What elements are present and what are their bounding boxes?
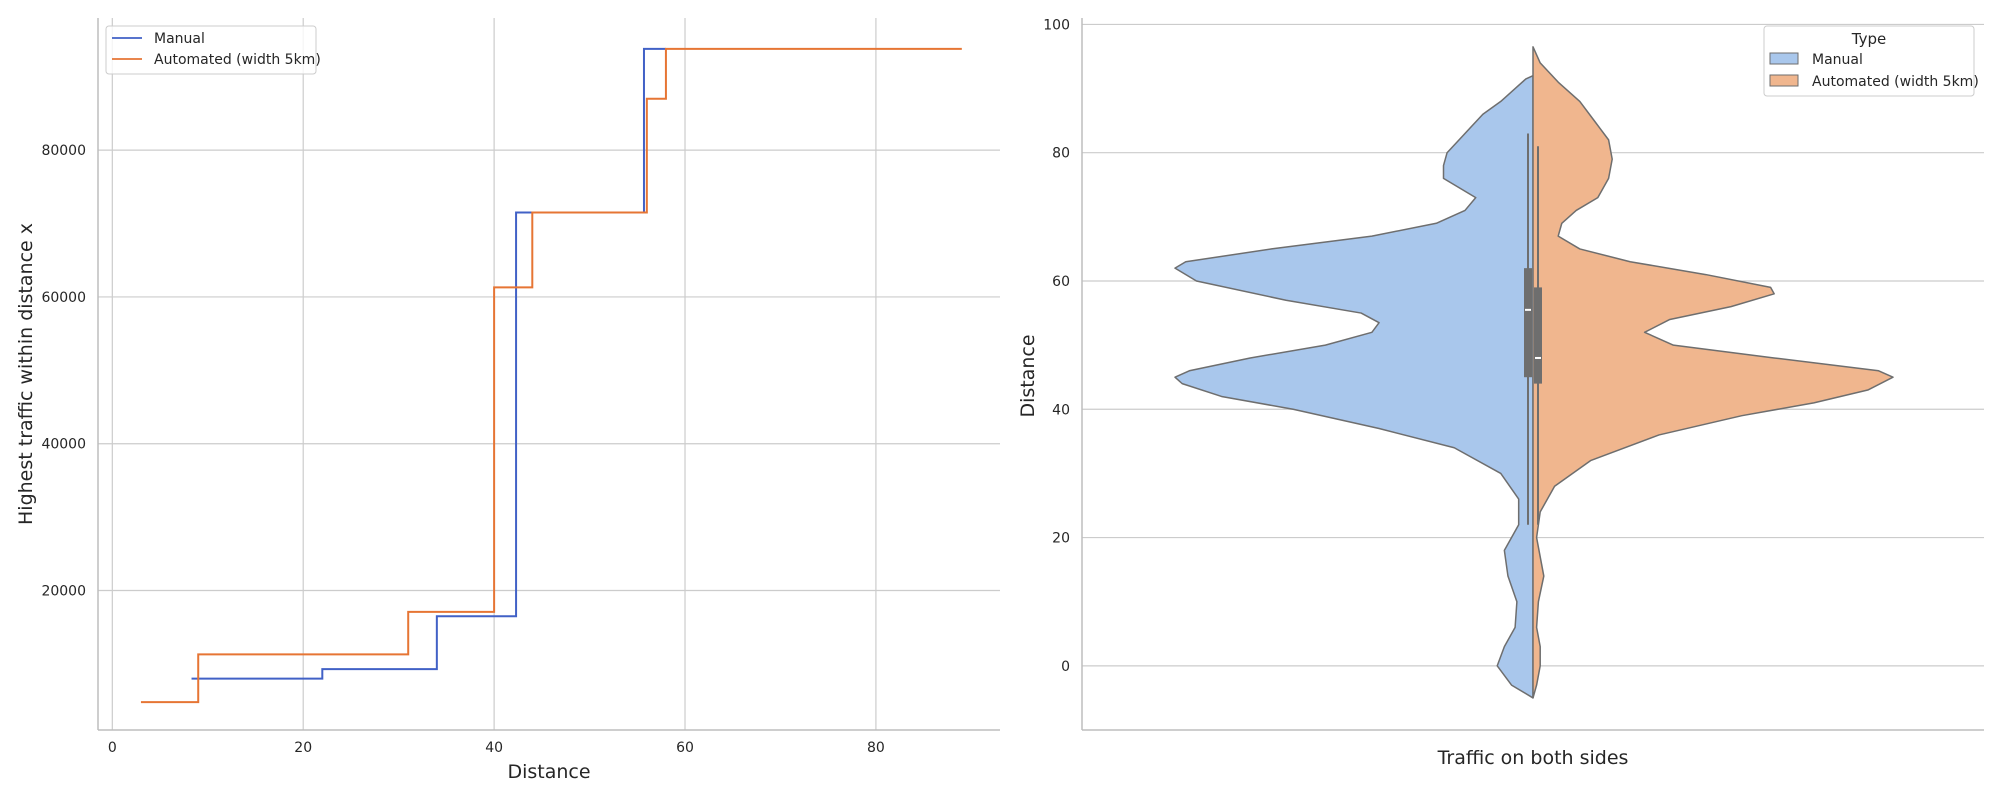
- right-legend-box: [1763, 25, 1975, 97]
- left-series-group: [140, 47, 962, 704]
- left-y-tick-label: 80000: [41, 143, 86, 159]
- series-line-automated: [140, 47, 962, 704]
- legend-label-automated: Automated (width 5km): [154, 52, 321, 68]
- left-y-tick-label: 60000: [41, 290, 86, 306]
- left-tick-labels: 0 20 40 60 80 20000 40000 60000 80000: [41, 143, 884, 756]
- left-x-tick-label: 40: [485, 740, 503, 756]
- right-y-tick-label: 20: [1052, 531, 1070, 547]
- legend-title: Type: [1851, 30, 1886, 48]
- right-y-tick-label: 40: [1052, 402, 1070, 418]
- legend-label-manual: Manual: [154, 31, 205, 47]
- right-y-tick-label: 0: [1061, 659, 1070, 675]
- left-spines: [97, 18, 1000, 731]
- left-x-tick-label: 20: [294, 740, 312, 756]
- left-x-tick-label: 0: [108, 740, 117, 756]
- right-y-tick-label: 60: [1052, 274, 1070, 290]
- step-chart-panel: 0 20 40 60 80 20000 40000 60000 80000 Distance H…: [15, 18, 1000, 783]
- violin-chart-panel: 0 20 40 60 80 100 Traffic on both sides Dista…: [1017, 17, 1984, 769]
- left-legend-box: [105, 25, 317, 75]
- series-line-manual: [191, 47, 666, 680]
- left-gridlines: [98, 18, 1000, 730]
- left-y-axis-label: Highest traffic within distance x: [15, 223, 37, 525]
- iqr-box-manual: [1524, 268, 1532, 378]
- right-tick-labels: 0 20 40 60 80 100: [1043, 17, 1070, 674]
- right-spines: [1081, 18, 1984, 731]
- violin-half-automated: [1532, 46, 1894, 699]
- legend-swatch-automated: [1769, 74, 1799, 87]
- legend-swatch-manual: [1769, 52, 1799, 65]
- violin-shapes: [1174, 46, 1894, 699]
- left-x-axis-label: Distance: [507, 761, 590, 783]
- iqr-box-automated: [1534, 287, 1542, 384]
- legend-label-manual-violin: Manual: [1812, 52, 1863, 68]
- violin-inner-boxes: [1524, 133, 1542, 525]
- left-legend: Manual Automated (width 5km): [105, 25, 321, 75]
- right-x-axis-label: Traffic on both sides: [1437, 747, 1629, 769]
- legend-label-automated-violin: Automated (width 5km): [1812, 74, 1979, 90]
- right-y-axis-label: Distance: [1017, 334, 1039, 417]
- left-x-tick-label: 80: [867, 740, 885, 756]
- right-legend: Type Manual Automated (width 5km): [1763, 25, 1979, 97]
- left-x-tick-label: 60: [676, 740, 694, 756]
- violin-half-manual: [1174, 74, 1534, 699]
- left-y-tick-label: 20000: [41, 584, 86, 600]
- right-y-tick-label: 80: [1052, 146, 1070, 162]
- right-y-tick-label: 100: [1043, 17, 1070, 33]
- left-y-tick-label: 40000: [41, 437, 86, 453]
